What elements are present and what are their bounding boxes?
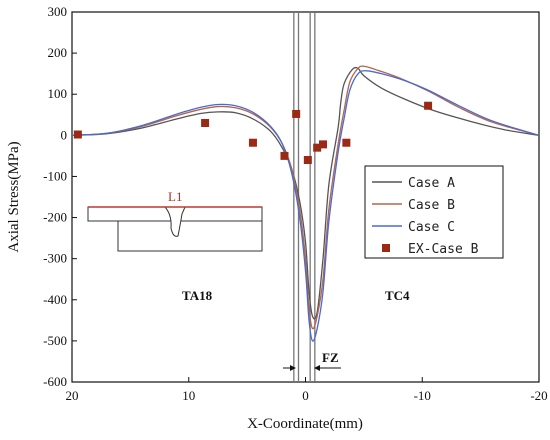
fusion-zone-annotation: FZ <box>283 350 341 371</box>
series-lines <box>71 65 540 342</box>
experimental-point <box>248 138 257 147</box>
x-axis-label: X-Coordinate(mm) <box>247 416 363 432</box>
experimental-point <box>292 109 301 118</box>
inset-lower-plate <box>117 220 263 252</box>
path-l1-label: L1 <box>168 189 182 204</box>
legend-label: EX-Case B <box>408 242 479 257</box>
series-line-case-b <box>71 65 540 330</box>
y-tick-label: 300 <box>48 4 68 19</box>
y-tick-label: -400 <box>43 292 67 307</box>
region-label-tc4: TC4 <box>385 288 410 303</box>
experimental-point <box>73 130 82 139</box>
experimental-markers <box>73 101 433 164</box>
y-tick-label: 0 <box>61 127 68 142</box>
y-tick-label: 200 <box>48 45 68 60</box>
weld-schematic-inset: L1 <box>87 189 263 252</box>
x-axis-ticks: 20 10 0 -10 -20 <box>66 377 548 403</box>
x-tick-label: 20 <box>66 388 79 403</box>
legend: Case A Case B Case C EX-Case B <box>364 165 504 259</box>
y-tick-label: -600 <box>43 374 67 389</box>
x-tick-label: 10 <box>182 388 195 403</box>
series-line-case-c <box>71 70 540 342</box>
fz-arrow-left-head <box>290 365 296 371</box>
x-tick-label: -10 <box>414 388 431 403</box>
y-tick-label: -500 <box>43 333 67 348</box>
experimental-point <box>303 156 312 164</box>
x-tick-label: -20 <box>530 388 547 403</box>
experimental-point <box>280 151 289 160</box>
legend-label: Case A <box>408 176 455 191</box>
y-axis-label: Axial Stress(MPa) <box>6 141 22 252</box>
legend-marker <box>382 244 390 252</box>
legend-label: Case B <box>408 198 455 213</box>
y-tick-label: 100 <box>48 86 68 101</box>
fz-label: FZ <box>322 350 339 365</box>
fz-arrow-right-head <box>314 365 320 371</box>
y-tick-label: -300 <box>43 251 67 266</box>
y-tick-label: -100 <box>43 168 67 183</box>
experimental-point <box>201 119 210 127</box>
y-tick-label: -200 <box>43 210 67 225</box>
experimental-point <box>319 140 328 149</box>
experimental-point <box>313 143 322 152</box>
y-axis-ticks: 300 200 100 0 -100 -200 -300 -400 -500 -600 <box>43 4 77 389</box>
x-tick-label: 0 <box>302 388 309 403</box>
experimental-point <box>342 138 351 147</box>
series-line-case-a <box>71 66 540 320</box>
region-label-ta18: TA18 <box>182 288 213 303</box>
inset-weld-bead <box>164 206 186 237</box>
experimental-point <box>424 101 433 110</box>
legend-label: Case C <box>408 220 455 235</box>
